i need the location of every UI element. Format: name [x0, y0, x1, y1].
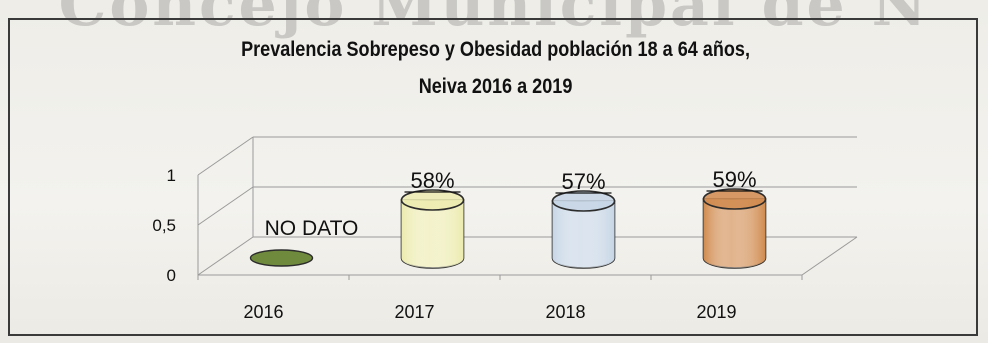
- wall-gridline: [197, 236, 254, 276]
- x-tick-label: 2019: [696, 302, 736, 322]
- data-label: NO DATO: [265, 217, 359, 240]
- data-label: 57%: [561, 169, 605, 194]
- chart-title-block: Prevalencia Sobrepeso y Obesidad poblaci…: [71, 31, 921, 105]
- x-tick-label: 2017: [394, 302, 434, 322]
- bar-cylinder-shade: [552, 201, 615, 268]
- bar-cylinder-top: [551, 190, 616, 212]
- bar-cylinder-top: [702, 188, 767, 210]
- watermark-text: Concejo Municipal de N: [58, 0, 930, 40]
- data-label: 59%: [712, 167, 756, 192]
- x-tick-label: 2016: [243, 302, 283, 322]
- y-tick-label: 1: [167, 166, 176, 185]
- bar-cylinder-top: [400, 189, 465, 211]
- floor-right-edge: [801, 236, 858, 276]
- y-tick-label: 0: [167, 266, 176, 285]
- bar-cylinder-shade: [703, 199, 766, 268]
- data-label: 58%: [410, 168, 454, 193]
- chart-frame: [8, 18, 978, 336]
- x-tick-label: 2018: [545, 302, 585, 322]
- y-tick-label: 0,5: [152, 216, 176, 235]
- chart-subtitle: Neiva 2016 a 2019: [418, 75, 573, 98]
- wall-gridline: [197, 186, 254, 226]
- bar-cylinder-shade: [401, 200, 464, 268]
- wall-gridline: [197, 136, 254, 176]
- chart-title: Prevalencia Sobrepeso y Obesidad poblaci…: [241, 38, 750, 61]
- bar-cylinder-base: [249, 249, 314, 267]
